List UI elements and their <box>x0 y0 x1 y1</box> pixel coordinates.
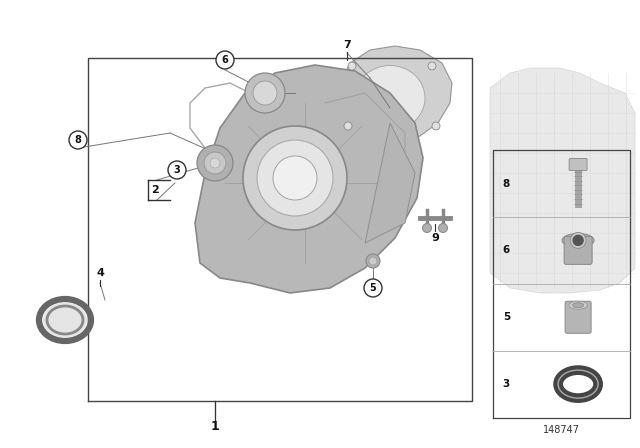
Circle shape <box>253 81 277 105</box>
Circle shape <box>216 51 234 69</box>
Circle shape <box>344 122 352 130</box>
Text: 5: 5 <box>503 312 510 322</box>
Text: 7: 7 <box>343 40 351 50</box>
Text: 1: 1 <box>211 419 220 432</box>
FancyBboxPatch shape <box>569 159 587 171</box>
Text: 3: 3 <box>173 165 180 175</box>
Circle shape <box>210 158 220 168</box>
Ellipse shape <box>573 303 584 308</box>
Text: 3: 3 <box>503 379 510 389</box>
Circle shape <box>422 224 431 233</box>
Circle shape <box>573 235 583 246</box>
Circle shape <box>69 131 87 149</box>
Ellipse shape <box>562 233 594 247</box>
Circle shape <box>273 156 317 200</box>
Ellipse shape <box>569 301 588 309</box>
Text: 6: 6 <box>221 55 228 65</box>
Ellipse shape <box>43 302 87 337</box>
Circle shape <box>432 122 440 130</box>
Circle shape <box>197 145 233 181</box>
Circle shape <box>348 62 356 70</box>
Circle shape <box>366 254 380 268</box>
Polygon shape <box>365 123 415 243</box>
FancyBboxPatch shape <box>565 301 591 333</box>
Ellipse shape <box>355 65 425 130</box>
Polygon shape <box>195 65 423 293</box>
Text: 4: 4 <box>96 268 104 278</box>
Text: 8: 8 <box>75 135 81 145</box>
Text: 8: 8 <box>503 178 510 189</box>
Polygon shape <box>490 68 635 293</box>
Circle shape <box>168 161 186 179</box>
Circle shape <box>204 152 226 174</box>
Text: 6: 6 <box>503 246 510 255</box>
Circle shape <box>438 224 447 233</box>
Circle shape <box>570 233 586 248</box>
Circle shape <box>245 73 285 113</box>
Circle shape <box>428 62 436 70</box>
Text: 148747: 148747 <box>543 425 580 435</box>
Circle shape <box>369 257 377 265</box>
Text: 2: 2 <box>151 185 159 195</box>
FancyBboxPatch shape <box>564 237 592 264</box>
Text: 9: 9 <box>431 233 439 243</box>
Polygon shape <box>338 46 452 143</box>
Text: 5: 5 <box>370 283 376 293</box>
Circle shape <box>257 140 333 216</box>
Circle shape <box>243 126 347 230</box>
Circle shape <box>364 279 382 297</box>
